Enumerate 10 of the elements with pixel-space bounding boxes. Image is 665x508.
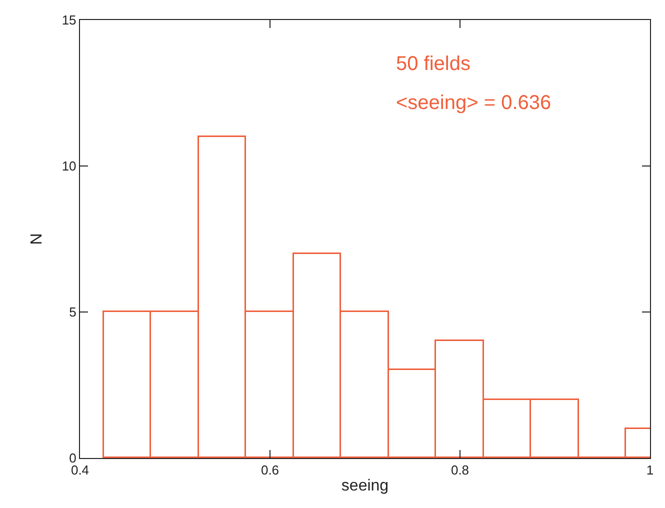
annotation: <seeing> = 0.636	[396, 92, 552, 114]
y-tick-label: 15	[62, 12, 76, 28]
x-tick-label: 1	[646, 462, 654, 478]
y-axis-title: N	[28, 233, 46, 245]
x-tick-label: 0.8	[450, 462, 470, 478]
x-tick-label: 0.6	[260, 462, 280, 478]
x-axis-title: seeing	[341, 477, 389, 494]
annotation: 50 fields	[396, 53, 470, 75]
y-tick-label: 5	[69, 304, 76, 320]
y-tick-label: 10	[62, 158, 76, 174]
